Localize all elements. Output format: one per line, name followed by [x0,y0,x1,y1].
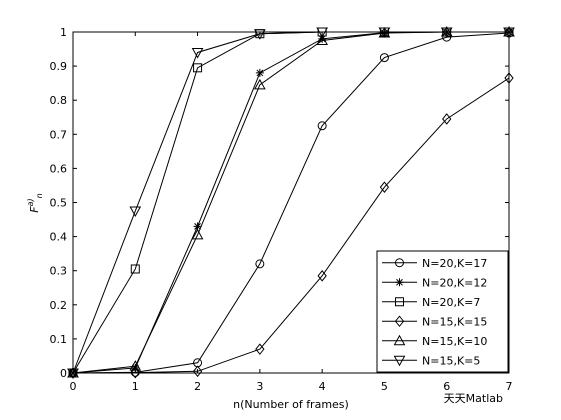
x-tick-label: 2 [194,380,201,393]
x-tick-label: 6 [443,380,450,393]
marker [317,121,327,131]
legend-label: N=15,K=5 [422,354,480,367]
legend-marker [395,297,404,307]
marker [378,27,391,39]
y-tick-label: 0.4 [50,231,68,244]
marker [318,34,327,43]
series-line [72,31,509,374]
x-tick-label: 5 [381,380,388,393]
marker [130,366,140,379]
y-label-base: F [28,206,41,213]
y-tick-label: 0.8 [50,94,68,107]
marker [379,181,390,193]
series-line [72,77,510,374]
marker [254,29,266,40]
legend-marker [395,258,404,268]
y-tick-label: 0.5 [50,197,68,210]
x-axis-label: n(Number of frames) [233,398,349,411]
y-tick-label: 0 [60,367,67,380]
marker [317,270,327,282]
marker [379,53,389,63]
y-tick-label: 0.6 [50,162,68,175]
legend-label: N=20,K=7 [422,296,480,309]
marker [191,228,204,240]
watermark: 天天Matlab [444,392,503,405]
y-label-sub: n [35,193,44,198]
marker [192,365,203,378]
y-axis-label: Fa)n [26,193,44,212]
x-tick-label: 1 [132,380,139,393]
marker [67,368,79,380]
marker [254,78,266,90]
legend: N=20,K=17 N=20,K=12 N=20,K=7 N=15,K=15 N=15,… [376,250,509,373]
marker [193,222,202,231]
marker [129,206,142,218]
marker [193,63,203,73]
marker [442,113,452,125]
marker [440,27,453,39]
legend-marker [394,315,405,328]
x-tick-label: 4 [319,380,326,393]
marker [503,27,515,39]
marker [255,343,265,355]
legend-marker [393,355,406,367]
x-tick-label: 7 [506,380,513,393]
marker [255,259,265,269]
y-label-sup: a) [26,198,35,206]
marker [191,47,204,59]
y-tick-label: 0.2 [50,299,68,312]
legend-label: N=15,K=10 [422,335,487,348]
x-tick-label: 3 [256,380,263,393]
series-line [72,32,510,374]
marker [129,360,142,371]
x-tick-label: 0 [70,380,77,393]
y-tick-label: 0.3 [50,265,68,278]
legend-marker [395,278,404,287]
y-tick-label: 0.7 [50,128,68,141]
marker [255,68,264,77]
y-tick-label: 0.1 [50,333,68,346]
legend-label: N=15,K=15 [422,315,487,328]
legend-label: N=20,K=17 [422,257,487,270]
marker [504,72,514,84]
marker [130,264,140,274]
legend-label: N=20,K=12 [422,276,487,289]
marker [316,27,328,39]
y-tick-label: 1 [60,26,67,39]
legend-marker [393,334,406,346]
legend-box [376,250,509,373]
marker [316,34,328,46]
y-tick-label: 0.9 [50,60,68,73]
